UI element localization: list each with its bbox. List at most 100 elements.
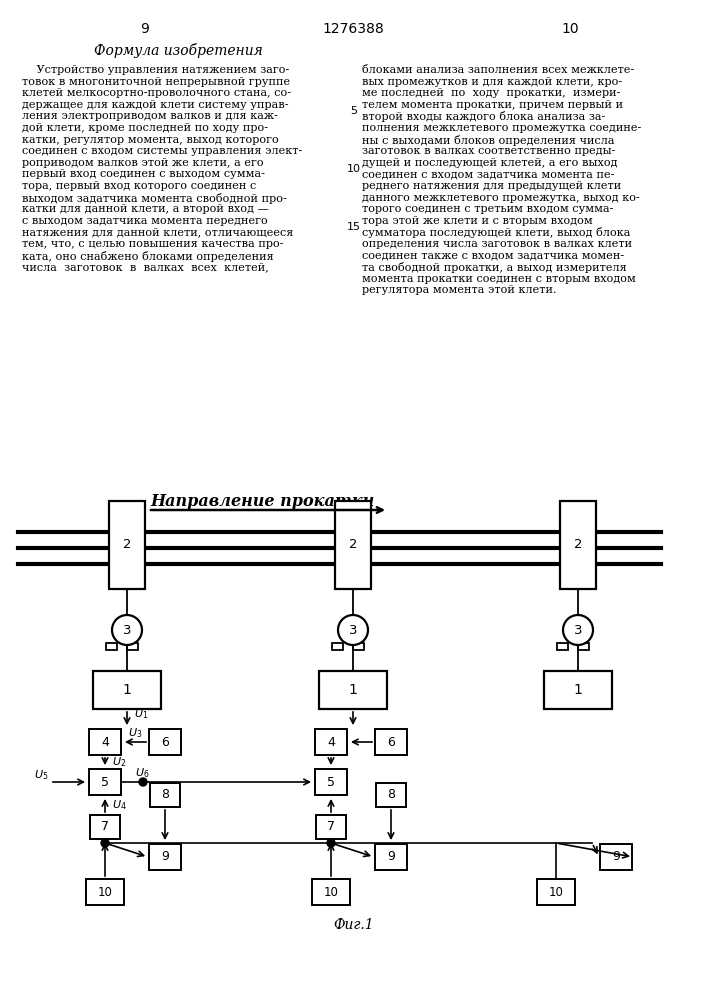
- Bar: [537, 879, 575, 905]
- Text: блоками анализа заполнения всех межклете-: блоками анализа заполнения всех межклете…: [362, 65, 634, 75]
- Text: реднего натяжения для предыдущей клети: реднего натяжения для предыдущей клети: [362, 181, 621, 191]
- Text: 8: 8: [387, 788, 395, 802]
- Text: 10: 10: [561, 22, 579, 36]
- Bar: [335, 501, 371, 589]
- Text: 9: 9: [612, 850, 620, 863]
- Bar: [560, 501, 596, 589]
- Text: та свободной прокатки, а выход измерителя: та свободной прокатки, а выход измерител…: [362, 262, 626, 273]
- Text: 3: 3: [123, 624, 132, 637]
- Text: второй входы каждого блока анализа за-: второй входы каждого блока анализа за-: [362, 111, 605, 122]
- Bar: [578, 643, 588, 650]
- Text: Устройство управления натяжением заго-: Устройство управления натяжением заго-: [22, 65, 289, 75]
- Text: 9: 9: [141, 22, 149, 36]
- Text: 5: 5: [351, 106, 358, 116]
- Text: $U_1$: $U_1$: [134, 707, 148, 721]
- Text: регулятора момента этой клети.: регулятора момента этой клети.: [362, 285, 556, 295]
- Circle shape: [563, 615, 593, 645]
- Text: сумматора последующей клети, выход блока: сумматора последующей клети, выход блока: [362, 227, 631, 238]
- Text: 2: 2: [349, 538, 357, 552]
- Text: 1: 1: [122, 683, 132, 697]
- Bar: [312, 879, 350, 905]
- Bar: [150, 783, 180, 807]
- Text: натяжения для данной клети, отличающееся: натяжения для данной клети, отличающееся: [22, 227, 293, 237]
- Bar: [93, 671, 161, 709]
- Bar: [332, 643, 342, 650]
- Bar: [149, 844, 181, 870]
- Text: 10: 10: [98, 886, 112, 898]
- Text: 10: 10: [549, 886, 563, 898]
- Text: ления электроприводом валков и для каж-: ления электроприводом валков и для каж-: [22, 111, 278, 121]
- Text: телем момента прокатки, причем первый и: телем момента прокатки, причем первый и: [362, 100, 623, 110]
- Text: $U_6$: $U_6$: [135, 766, 149, 780]
- Text: заготовок в валках соответственно преды-: заготовок в валках соответственно преды-: [362, 146, 615, 156]
- Text: момента прокатки соединен с вторым входом: момента прокатки соединен с вторым входо…: [362, 274, 636, 284]
- Text: полнения межклетевого промежутка соедине-: полнения межклетевого промежутка соедине…: [362, 123, 641, 133]
- Text: соединен с входом системы управления элект-: соединен с входом системы управления эле…: [22, 146, 303, 156]
- Bar: [109, 501, 145, 589]
- Text: $U_5$: $U_5$: [34, 768, 48, 782]
- Bar: [90, 815, 120, 839]
- Text: товок в многониточной непрерывной группе: товок в многониточной непрерывной группе: [22, 77, 290, 87]
- Bar: [105, 643, 117, 650]
- Text: клетей мелкосортно-проволочного стана, со-: клетей мелкосортно-проволочного стана, с…: [22, 88, 291, 98]
- Text: дой клети, кроме последней по ходу про-: дой клети, кроме последней по ходу про-: [22, 123, 268, 133]
- Text: 5: 5: [101, 776, 109, 788]
- Text: тора этой же клети и с вторым входом: тора этой же клети и с вторым входом: [362, 216, 592, 226]
- Bar: [375, 729, 407, 755]
- Text: $U_3$: $U_3$: [128, 726, 142, 740]
- Text: ны с выходами блоков определения числа: ны с выходами блоков определения числа: [362, 135, 614, 146]
- Text: вых промежутков и для каждой клети, кро-: вых промежутков и для каждой клети, кро-: [362, 77, 622, 87]
- Text: 1: 1: [573, 683, 583, 697]
- Text: определения числа заготовок в валках клети: определения числа заготовок в валках кле…: [362, 239, 632, 249]
- Text: 10: 10: [347, 164, 361, 174]
- Circle shape: [112, 615, 142, 645]
- Text: 1276388: 1276388: [322, 22, 384, 36]
- Text: 1: 1: [349, 683, 358, 697]
- Text: $U_2$: $U_2$: [112, 755, 127, 769]
- Bar: [89, 729, 121, 755]
- Bar: [353, 643, 363, 650]
- Text: катки, регулятор момента, выход которого: катки, регулятор момента, выход которого: [22, 135, 279, 145]
- Text: $U_4$: $U_4$: [112, 798, 127, 812]
- Text: 6: 6: [387, 736, 395, 748]
- Text: тем, что, с целью повышения качества про-: тем, что, с целью повышения качества про…: [22, 239, 284, 249]
- Text: 4: 4: [101, 736, 109, 748]
- Bar: [544, 671, 612, 709]
- Text: с выходом задатчика момента переднего: с выходом задатчика момента переднего: [22, 216, 268, 226]
- Bar: [127, 643, 137, 650]
- Bar: [89, 769, 121, 795]
- Text: 8: 8: [161, 788, 169, 802]
- Text: соединен также с входом задатчика момен-: соединен также с входом задатчика момен-: [362, 251, 624, 261]
- Text: данного межклетевого промежутка, выход ко-: данного межклетевого промежутка, выход к…: [362, 193, 640, 203]
- Bar: [600, 844, 632, 870]
- Text: ката, оно снабжено блоками определения: ката, оно снабжено блоками определения: [22, 251, 274, 262]
- Text: 5: 5: [327, 776, 335, 788]
- Text: дущей и последующей клетей, а его выход: дущей и последующей клетей, а его выход: [362, 158, 617, 168]
- Text: роприводом валков этой же клети, а его: роприводом валков этой же клети, а его: [22, 158, 264, 168]
- Text: 10: 10: [324, 886, 339, 898]
- Text: 9: 9: [161, 850, 169, 863]
- Circle shape: [139, 778, 147, 786]
- Text: 3: 3: [574, 624, 583, 637]
- Text: 7: 7: [327, 820, 335, 834]
- Text: 2: 2: [574, 538, 583, 552]
- Text: ме последней  по  ходу  прокатки,  измери-: ме последней по ходу прокатки, измери-: [362, 88, 620, 98]
- Circle shape: [327, 839, 335, 847]
- Text: катки для данной клети, а второй вход —: катки для данной клети, а второй вход —: [22, 204, 269, 214]
- Text: 7: 7: [101, 820, 109, 834]
- Text: 6: 6: [161, 736, 169, 748]
- Text: соединен с входом задатчика момента пе-: соединен с входом задатчика момента пе-: [362, 169, 614, 179]
- Bar: [149, 729, 181, 755]
- Text: 9: 9: [387, 850, 395, 863]
- Text: 15: 15: [347, 222, 361, 232]
- Text: 3: 3: [349, 624, 357, 637]
- Text: числа  заготовок  в  валках  всех  клетей,: числа заготовок в валках всех клетей,: [22, 262, 269, 272]
- Text: 4: 4: [327, 736, 335, 748]
- Bar: [375, 844, 407, 870]
- Text: держащее для каждой клети систему управ-: держащее для каждой клети систему управ-: [22, 100, 288, 110]
- Text: выходом задатчика момента свободной про-: выходом задатчика момента свободной про-: [22, 193, 287, 204]
- Bar: [376, 783, 406, 807]
- Circle shape: [101, 839, 109, 847]
- Circle shape: [338, 615, 368, 645]
- Text: Направление прокатки: Направление прокатки: [150, 493, 374, 510]
